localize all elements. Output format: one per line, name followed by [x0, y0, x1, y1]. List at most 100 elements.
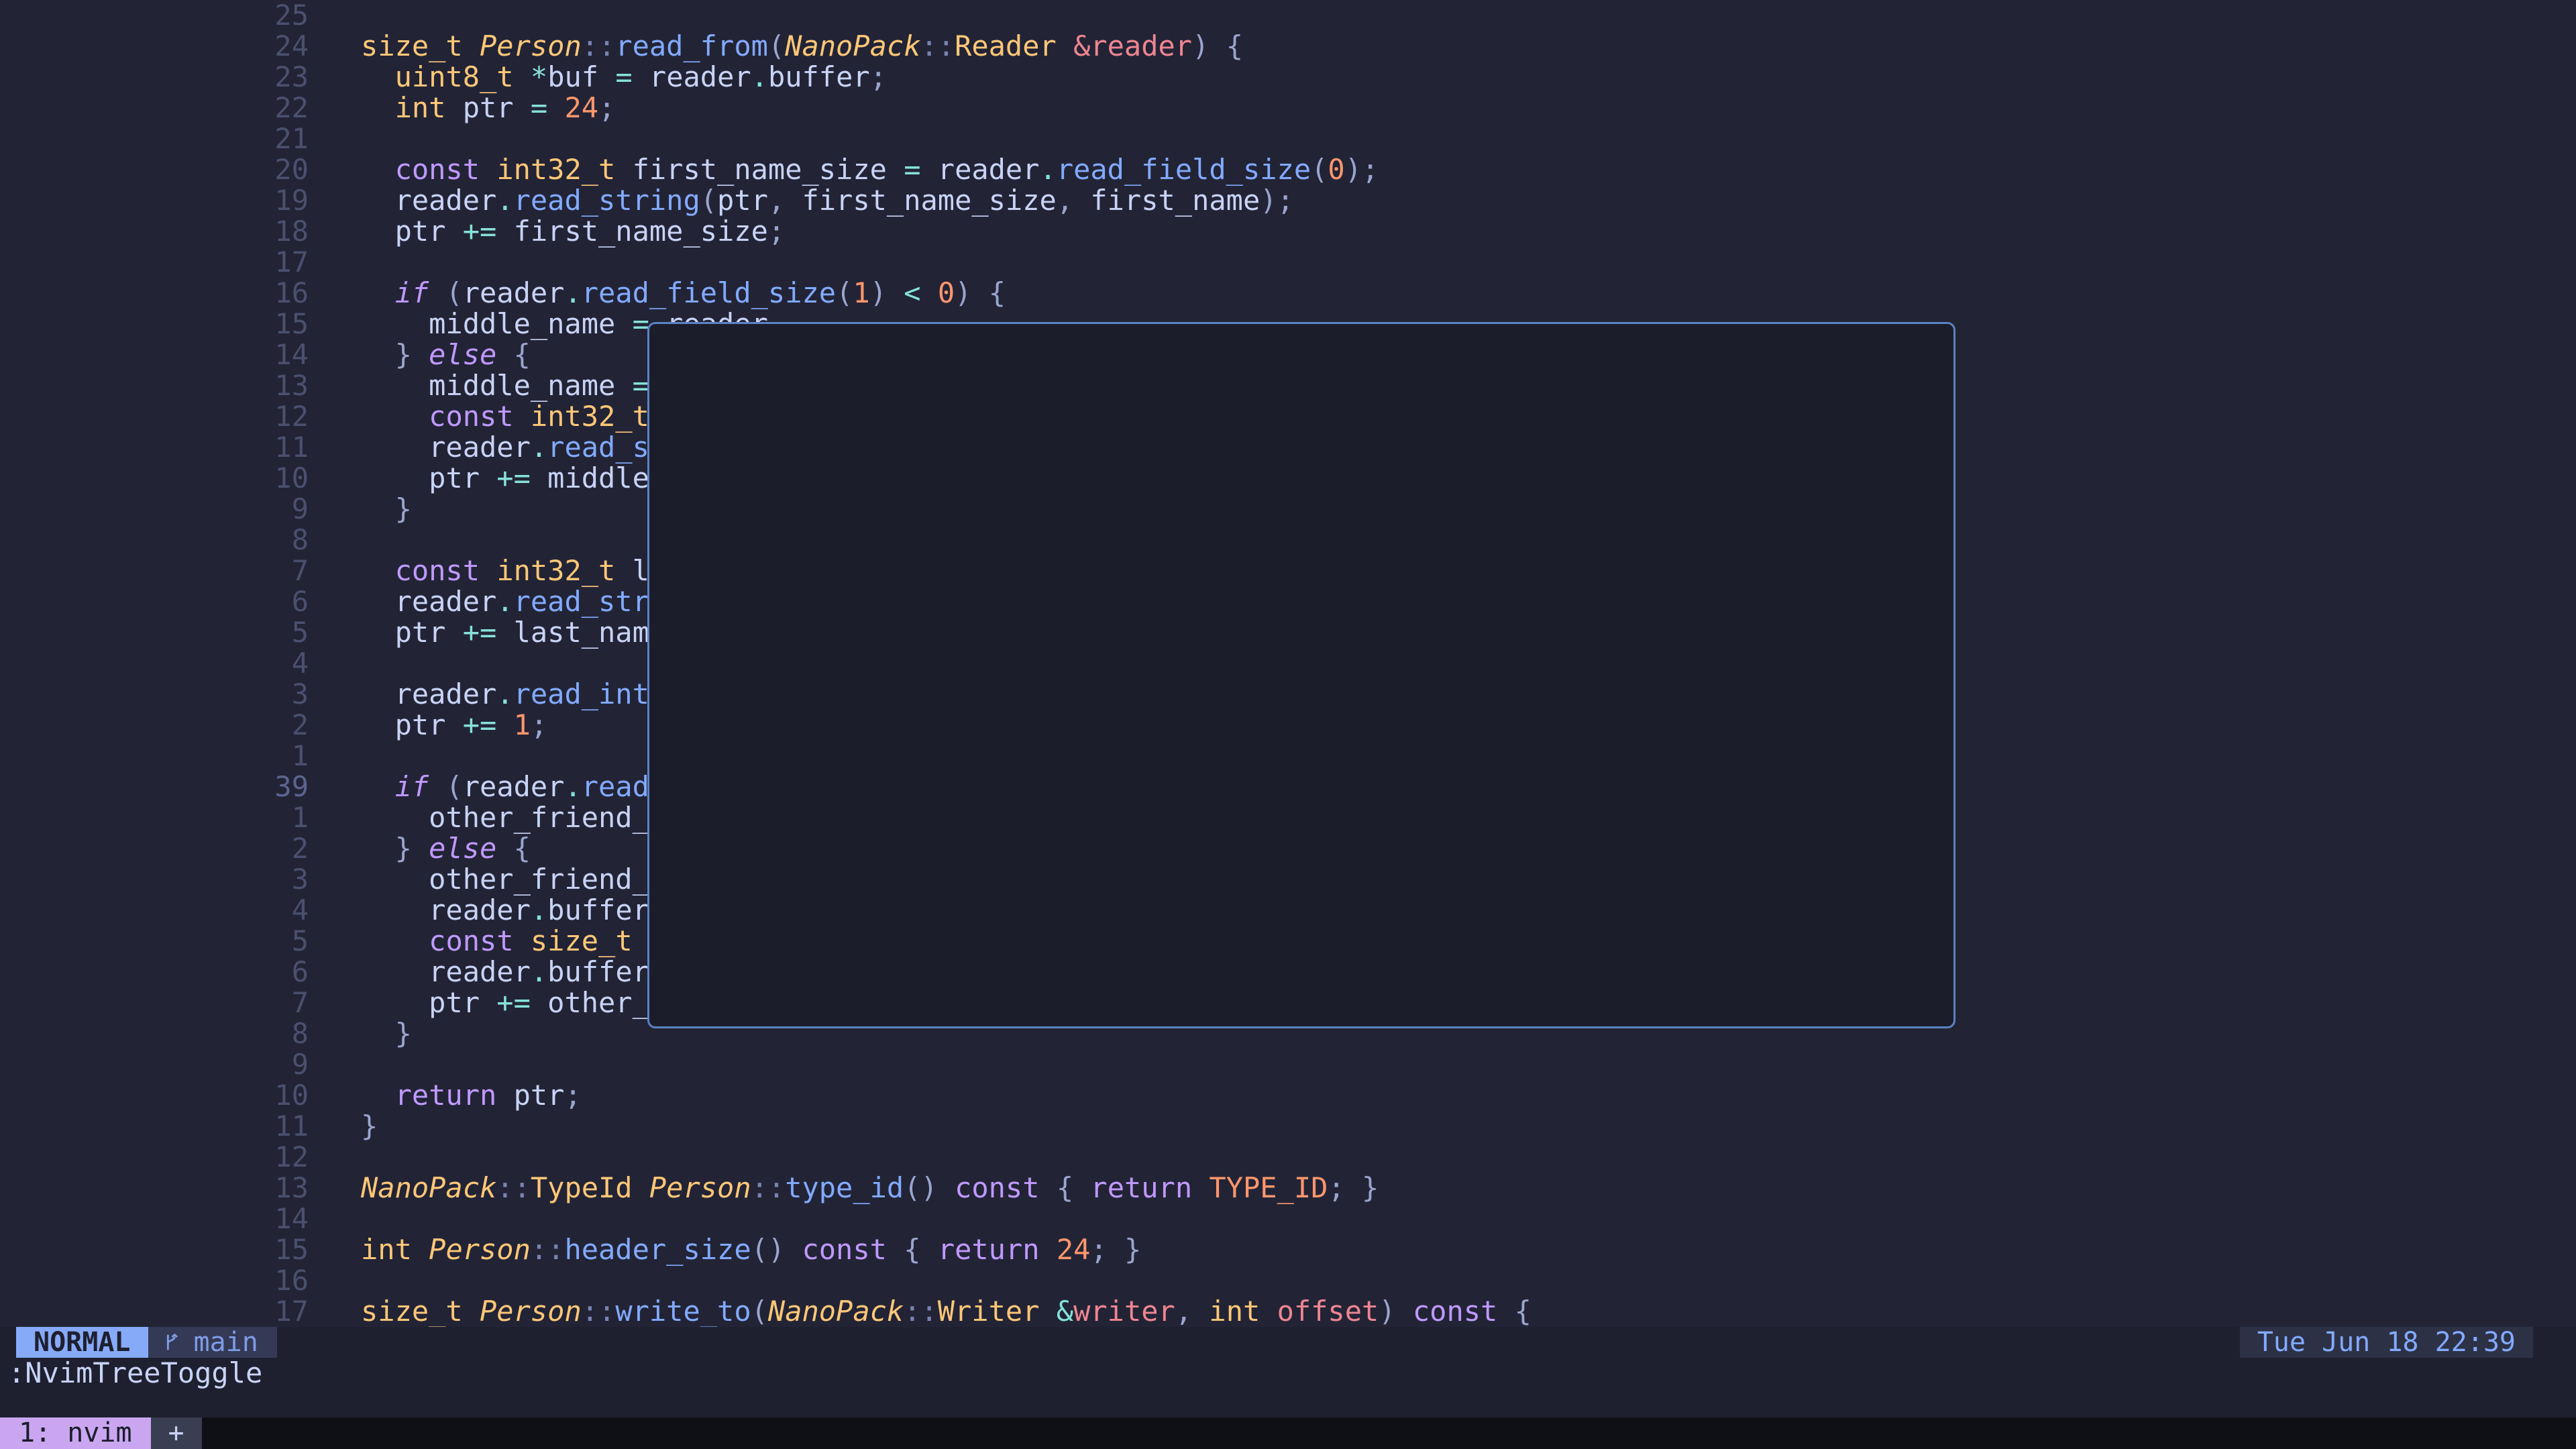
line-number: 4 [291, 894, 309, 926]
line-number: 24 [274, 30, 309, 62]
line-number: 2 [291, 832, 309, 865]
line-number: 6 [291, 955, 309, 988]
line-number: 16 [274, 1264, 309, 1297]
git-branch-icon [160, 1331, 184, 1354]
code-text: } [394, 492, 412, 525]
line-number: 5 [291, 924, 309, 957]
editor-line[interactable]: 8 [0, 525, 2576, 555]
editor-line[interactable]: 14 } else { [0, 339, 2576, 370]
editor-line[interactable]: 5 ptr += last_name_size; [0, 617, 2576, 648]
tmux-window-tab[interactable]: 1: nvim [0, 1417, 151, 1449]
code-text: reader.buffer; [361, 894, 666, 926]
command-area: :NvimTreeToggle [0, 1358, 2576, 1417]
editor-line[interactable]: 12 [0, 1142, 2576, 1173]
line-number: 9 [291, 492, 309, 525]
code-text: const int32_t first_name_size = reader.r… [394, 153, 1379, 186]
statusline-fill [277, 1327, 2240, 1358]
editor-line[interactable]: 25 [0, 0, 2576, 31]
tmux-window-flag: + [150, 1417, 202, 1449]
line-number: 17 [274, 1295, 309, 1328]
code-text: ptr += 1; [361, 708, 548, 741]
line-number: 22 [274, 91, 309, 124]
editor-line[interactable]: 22 int ptr = 24; [0, 93, 2576, 123]
code-text: uint8_t *buf = reader.buffer; [394, 60, 887, 93]
editor-line[interactable]: 13 NanoPack::TypeId Person::type_id() co… [0, 1173, 2576, 1203]
editor-line[interactable]: 24 size_t Person::read_from(NanoPack::Re… [0, 31, 2576, 62]
line-number: 3 [291, 678, 309, 710]
editor-line[interactable]: 2 } else { [0, 833, 2576, 864]
statusline: NORMAL main Tue Jun 18 22:39 [0, 1327, 2576, 1358]
branch-name: main [193, 1327, 258, 1358]
code-text: int Person::header_size() const { return… [361, 1233, 1142, 1266]
editor-line[interactable]: 15 int Person::header_size() const { ret… [0, 1234, 2576, 1265]
line-number: 10 [274, 1079, 309, 1112]
editor-line[interactable]: 10 return ptr; [0, 1080, 2576, 1111]
line-number: 17 [274, 246, 309, 278]
statusline-spacer [0, 1327, 16, 1358]
line-number: 20 [274, 153, 309, 186]
code-text: int ptr = 24; [394, 91, 616, 124]
line-number: 12 [274, 1140, 309, 1173]
line-number: 1 [291, 739, 309, 772]
editor-line[interactable]: 9 [0, 1049, 2576, 1080]
line-number: 16 [274, 276, 309, 309]
line-number: 39 [274, 770, 309, 803]
line-number: 7 [291, 554, 309, 587]
git-branch-segment: main [148, 1327, 277, 1358]
line-number: 3 [291, 863, 309, 896]
editor-line[interactable]: 16 [0, 1265, 2576, 1296]
code-text: } [361, 1110, 378, 1142]
command-line[interactable]: :NvimTreeToggle [8, 1356, 263, 1389]
editor-line[interactable]: 21 [0, 123, 2576, 154]
editor-line[interactable]: 14 [0, 1203, 2576, 1234]
editor-line[interactable]: 23 uint8_t *buf = reader.buffer; [0, 62, 2576, 93]
line-number: 12 [274, 400, 309, 433]
line-number: 25 [274, 0, 309, 32]
tmux-status-bar: 1: nvim + [0, 1417, 2576, 1449]
line-number: 8 [291, 1017, 309, 1050]
line-number: 23 [274, 60, 309, 93]
editor-line[interactable]: 1 [0, 741, 2576, 771]
line-number: 2 [291, 708, 309, 741]
line-number: 6 [291, 585, 309, 618]
code-text: reader.buffer; [361, 955, 666, 988]
line-number: 15 [274, 1233, 309, 1266]
code-text: size_t Person::read_from(NanoPack::Reade… [361, 30, 1243, 62]
code-text: } else { [394, 832, 531, 865]
line-number: 1 [291, 801, 309, 834]
line-number: 14 [274, 338, 309, 371]
editor-line[interactable]: 8 } [0, 1018, 2576, 1049]
editor-line[interactable]: 4 [0, 648, 2576, 679]
editor-line[interactable]: 17 [0, 247, 2576, 278]
line-number: 14 [274, 1202, 309, 1235]
code-text: } [394, 1017, 412, 1050]
line-number: 5 [291, 616, 309, 649]
editor-line[interactable]: 2 ptr += 1; [0, 710, 2576, 741]
editor-line[interactable]: 19 reader.read_string(ptr, first_name_si… [0, 185, 2576, 216]
code-text: } else { [394, 338, 531, 371]
code-text: NanoPack::TypeId Person::type_id() const… [361, 1171, 1379, 1204]
line-number: 13 [274, 1171, 309, 1204]
code-text: ptr += first_name_size; [361, 215, 786, 248]
line-number: 11 [274, 1110, 309, 1142]
clock: Tue Jun 18 22:39 [2239, 1327, 2533, 1358]
line-number: 10 [274, 462, 309, 494]
editor-line[interactable]: 20 const int32_t first_name_size = reade… [0, 154, 2576, 185]
line-number: 15 [274, 307, 309, 340]
code-text: if (reader.read_field_size(1) < 0) { [394, 276, 1006, 309]
editor-line[interactable]: 18 ptr += first_name_size; [0, 216, 2576, 247]
statusline-end-spacer [2533, 1327, 2576, 1358]
line-number: 19 [274, 184, 309, 217]
line-number: 18 [274, 215, 309, 248]
editor-line[interactable]: 17 size_t Person::write_to(NanoPack::Wri… [0, 1296, 2576, 1327]
line-number: 7 [291, 986, 309, 1019]
line-number: 4 [291, 647, 309, 680]
editor-line[interactable]: 11 } [0, 1111, 2576, 1142]
line-number: 8 [291, 523, 309, 556]
editor-line[interactable]: 9 } [0, 494, 2576, 525]
line-number: 11 [274, 431, 309, 464]
editor-line[interactable]: 16 if (reader.read_field_size(1) < 0) { [0, 278, 2576, 309]
nvim-tree-float [647, 322, 1955, 1028]
editor-line[interactable]: 6 reader.buffer; [0, 957, 2576, 987]
